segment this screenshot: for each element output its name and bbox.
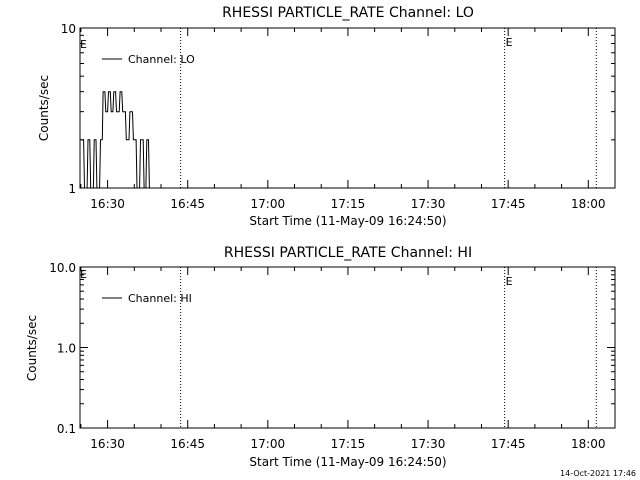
y-tick-label: 10 [61, 22, 76, 36]
y-axis-label: Counts/sec [37, 75, 51, 141]
x-tick-label: 17:30 [411, 197, 446, 211]
legend: Channel: LO [102, 53, 195, 66]
x-tick-label: 16:45 [170, 197, 205, 211]
x-axis-label: Start Time (11-May-09 16:24:50) [249, 455, 446, 469]
chart-title: RHESSI PARTICLE_RATE Channel: LO [222, 5, 474, 21]
x-axis-label: Start Time (11-May-09 16:24:50) [249, 214, 446, 228]
footer-timestamp: 14-Oct-2021 17:46 [560, 469, 636, 478]
legend: Channel: HI [102, 292, 192, 305]
x-tick-label: 16:30 [90, 437, 125, 451]
legend-label: Channel: HI [128, 292, 192, 305]
event-label: E [506, 36, 513, 49]
series-line [80, 91, 152, 189]
x-tick-label: 17:45 [491, 197, 526, 211]
lo-channel-panel: RHESSI PARTICLE_RATE Channel: LO Start T… [37, 5, 616, 228]
chart-title: RHESSI PARTICLE_RATE Channel: HI [224, 245, 472, 261]
event-label: E [506, 275, 513, 288]
legend-label: Channel: LO [128, 53, 195, 66]
x-tick-label: 16:30 [90, 197, 125, 211]
x-tick-label: 17:30 [411, 437, 446, 451]
x-tick-label: 17:15 [331, 197, 366, 211]
axis-ticks: 16:30 16:45 17:00 17:15 17:30 17:45 18:00 0.1 1.… [49, 261, 616, 451]
x-tick-label: 17:00 [251, 437, 286, 451]
x-tick-label: 18:00 [571, 437, 606, 451]
left-event-marker: E [80, 38, 87, 51]
x-tick-label: 17:15 [331, 437, 366, 451]
series-lines [80, 91, 152, 189]
hi-channel-panel: RHESSI PARTICLE_RATE Channel: HI Start T… [25, 245, 616, 469]
y-tick-label: 1 [68, 182, 76, 196]
x-tick-label: 18:00 [571, 197, 606, 211]
y-tick-label: 10.0 [49, 261, 76, 275]
plot-frame [79, 27, 616, 189]
x-tick-label: 17:00 [251, 197, 286, 211]
y-tick-label: 0.1 [57, 422, 76, 436]
event-lines: E [180, 28, 597, 188]
y-axis-label: Counts/sec [25, 315, 39, 381]
axis-ticks: 16:30 16:45 17:00 17:15 17:30 17:45 18:00 1 10 [61, 22, 616, 211]
x-tick-label: 16:45 [170, 437, 205, 451]
y-tick-label: 1.0 [57, 342, 76, 356]
x-tick-label: 17:45 [491, 437, 526, 451]
event-lines: E [180, 267, 597, 428]
